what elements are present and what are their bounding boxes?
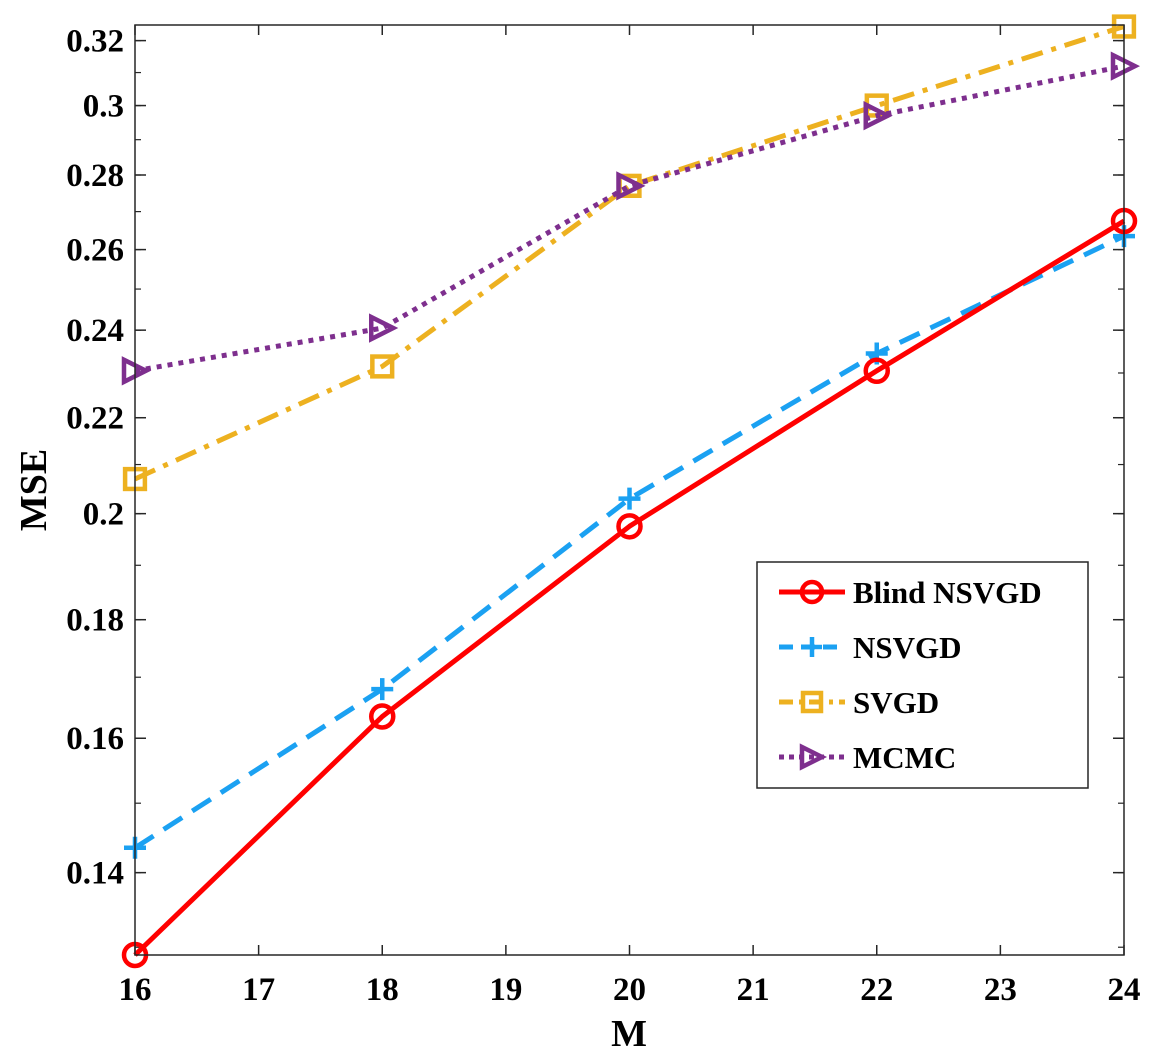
point-nsvgd-18 [371, 678, 394, 701]
x-tick-label-23: 23 [984, 972, 1017, 1008]
tick-labels: 16 17 18 19 20 21 22 23 24 0.14 0.16 0.18 0.2 0.22 0.2… [66, 24, 1140, 1008]
x-tick-label-18: 18 [366, 972, 399, 1008]
y-tick-label-0.3: 0.3 [83, 89, 124, 125]
legend-marker-svgd [800, 690, 824, 714]
x-tick-label-22: 22 [860, 972, 893, 1008]
point-blind-nsvgd-18 [369, 703, 396, 730]
point-mcmc-20 [616, 171, 646, 201]
legend-item-blind-nsvgd: Blind NSVGD [779, 575, 1042, 610]
x-tick-label-17: 17 [242, 972, 275, 1008]
y-tick-label-0.24: 0.24 [66, 313, 124, 349]
y-tick-label-0.32: 0.32 [66, 24, 124, 60]
legend-item-mcmc: MCMC [779, 740, 956, 775]
x-tick-label-19: 19 [489, 972, 522, 1008]
line-mcmc [134, 63, 1125, 374]
legend-item-svgd: SVGD [779, 685, 939, 720]
line-blind-nsvgd [133, 218, 1126, 957]
y-tick-label-0.18: 0.18 [66, 603, 124, 639]
legend-label-blind-nsvgd: Blind NSVGD [853, 575, 1042, 610]
legend-marker-nsvgd [802, 637, 822, 657]
legend: Blind NSVGD NSVGD SVGD MCMC [756, 561, 1089, 789]
x-tick-label-16: 16 [119, 972, 152, 1008]
legend-marker-blind-nsvgd [799, 579, 825, 605]
axis-ticks [134, 25, 1125, 955]
x-tick-label-20: 20 [613, 972, 646, 1008]
y-tick-label-0.22: 0.22 [66, 401, 124, 437]
point-mcmc-18 [369, 313, 399, 343]
x-tick-label-21: 21 [737, 972, 770, 1008]
x-tick-label-24: 24 [1108, 972, 1141, 1008]
y-tick-label-0.16: 0.16 [66, 721, 124, 757]
y-axis-label: MSE [13, 449, 55, 531]
point-blind-nsvgd-22 [863, 357, 890, 385]
x-axis-label: M [611, 1013, 647, 1055]
point-svgd-18 [370, 354, 395, 379]
legend-label-svgd: SVGD [853, 685, 939, 720]
legend-item-nsvgd: NSVGD [779, 630, 962, 665]
point-mcmc-22 [863, 101, 893, 131]
line-svgd [133, 24, 1125, 482]
legend-label-mcmc: MCMC [853, 740, 956, 775]
y-tick-label-0.26: 0.26 [66, 233, 124, 269]
point-nsvgd-20 [618, 487, 641, 510]
legend-label-nsvgd: NSVGD [853, 630, 962, 665]
y-tick-label-0.2: 0.2 [83, 497, 124, 533]
point-blind-nsvgd-20 [616, 513, 643, 540]
legend-marker-mcmc [799, 743, 828, 771]
y-tick-label-0.14: 0.14 [66, 856, 124, 892]
y-tick-label-0.28: 0.28 [66, 158, 124, 194]
plot-frame [134, 24, 1125, 956]
